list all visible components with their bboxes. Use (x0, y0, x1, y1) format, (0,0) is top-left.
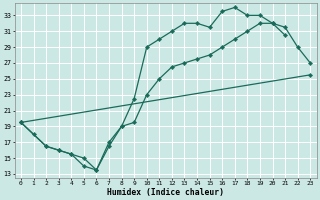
X-axis label: Humidex (Indice chaleur): Humidex (Indice chaleur) (107, 188, 224, 197)
